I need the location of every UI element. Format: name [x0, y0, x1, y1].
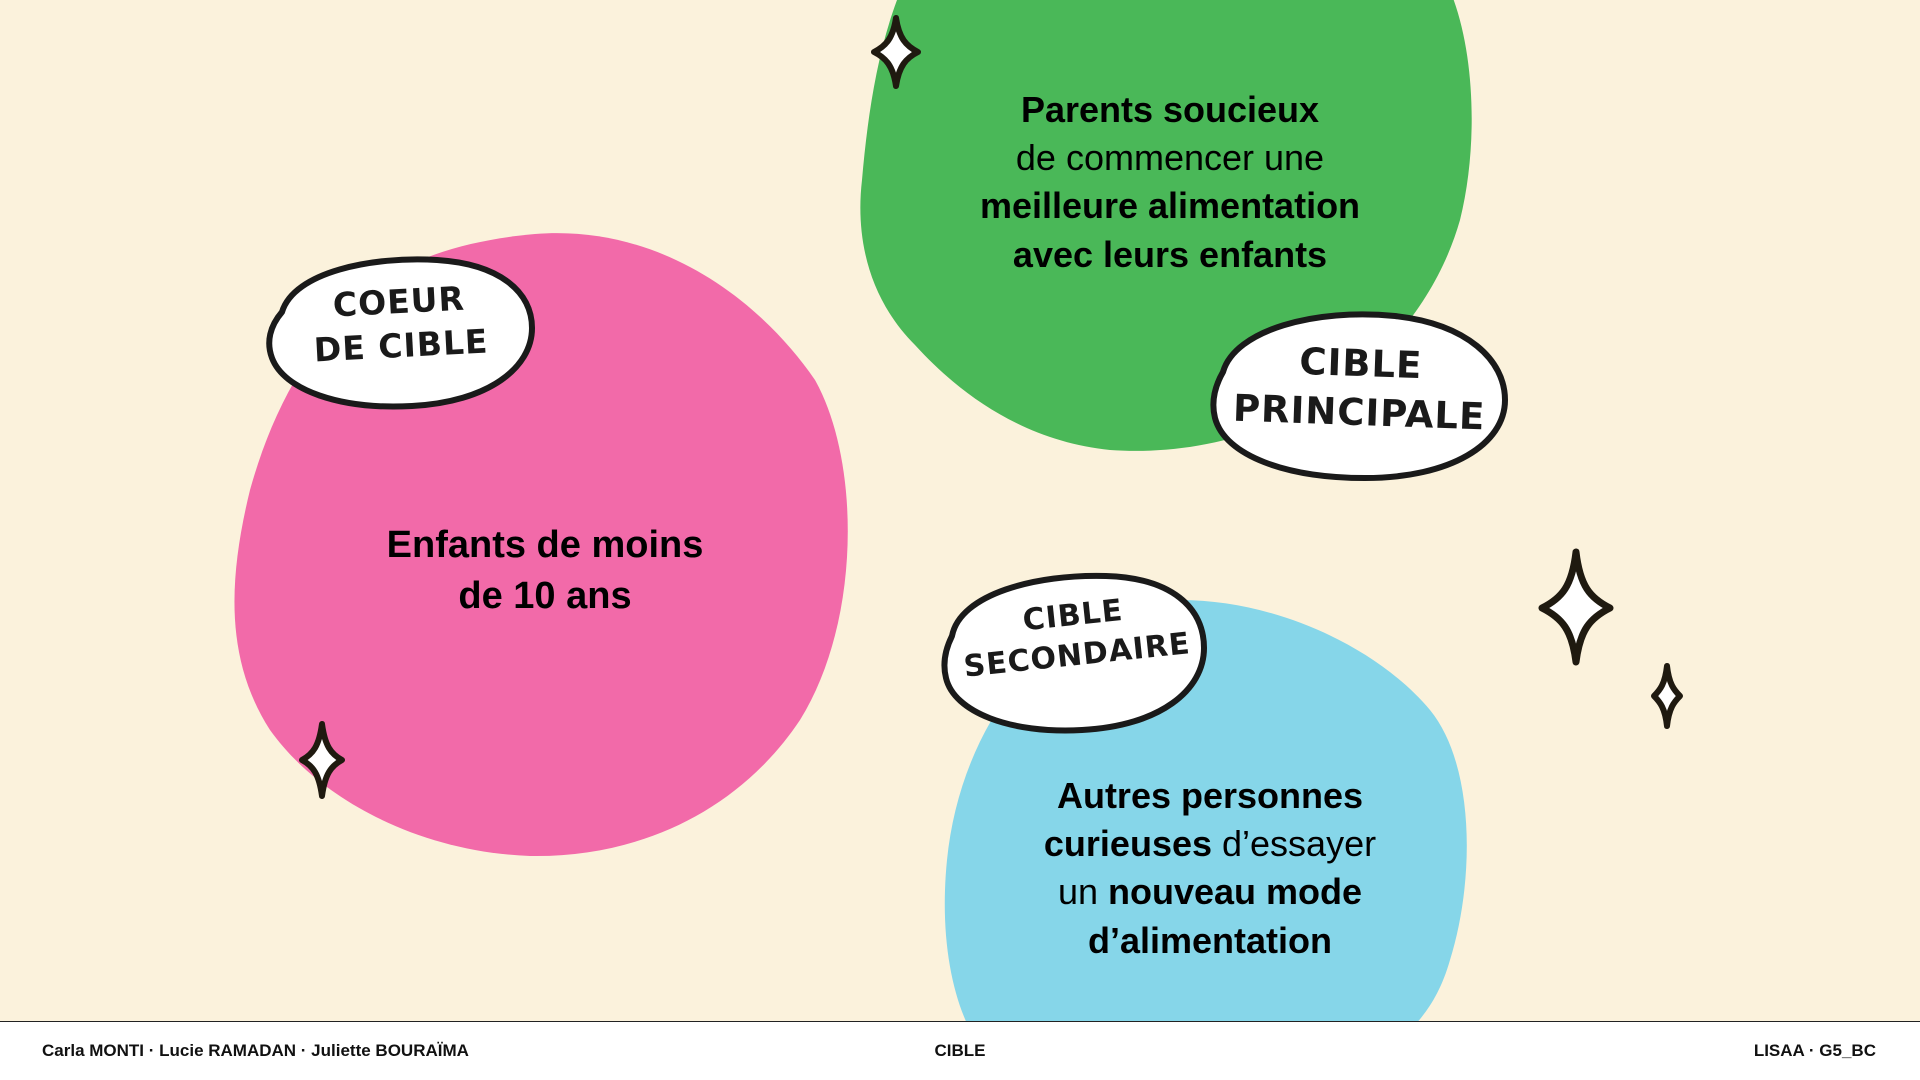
sparkle-icon [299, 721, 345, 799]
cible-principale-badge-shape [1210, 311, 1508, 481]
blue-text-line-4: d’alimentation [1087, 919, 1333, 961]
sparkle-icon [1651, 663, 1683, 729]
cible-secondaire-badge-shape [941, 572, 1207, 734]
pink-text-line-2: de 10 ans [458, 574, 632, 617]
blue-text-line-1: Autres personnes [1056, 775, 1364, 816]
footer-slide-title: CIBLE [934, 1041, 986, 1060]
green-target-text: Parents soucieux de commencer une meille… [900, 86, 1440, 279]
footer-authors: Carla MONTI · Lucie RAMADAN · Juliette B… [42, 1041, 469, 1060]
sparkle-icon [871, 15, 921, 89]
blue-text-line-2-regular: d’essayer [1212, 823, 1377, 865]
blue-text-line-3-regular: un [1057, 871, 1108, 913]
footer-bar: Carla MONTI · Lucie RAMADAN · Juliette B… [0, 1021, 1920, 1080]
coeur-de-cible-badge: COEUR DE CIBLE [298, 275, 502, 372]
pink-text-line-1: Enfants de moins [386, 524, 704, 566]
slide-canvas: Enfants de moins de 10 ans Parents souci… [234, 0, 1683, 1022]
green-text-line-1: Parents soucieux [1020, 89, 1320, 130]
pink-target-text: Enfants de moins de 10 ans [300, 520, 790, 622]
coeur-de-cible-badge-shape [266, 256, 535, 410]
blue-text-line-3-bold: nouveau mode [1108, 871, 1363, 913]
green-text-line-2: de commencer une [1015, 137, 1325, 179]
sparkle-icon [1538, 548, 1614, 666]
green-text-line-4: avec leurs enfants [1012, 233, 1328, 275]
cible-principale-badge: CIBLE PRINCIPALE [1228, 335, 1491, 442]
blue-text-line-2-bold: curieuses [1043, 823, 1213, 865]
cible-principale-badge-line-2: PRINCIPALE [1232, 386, 1487, 439]
footer-school: LISAA · G5_BC [1753, 1041, 1876, 1060]
green-text-line-3: meilleure alimentation [979, 185, 1361, 227]
blue-target-text: Autres personnes curieuses d’essayer un … [960, 772, 1460, 965]
